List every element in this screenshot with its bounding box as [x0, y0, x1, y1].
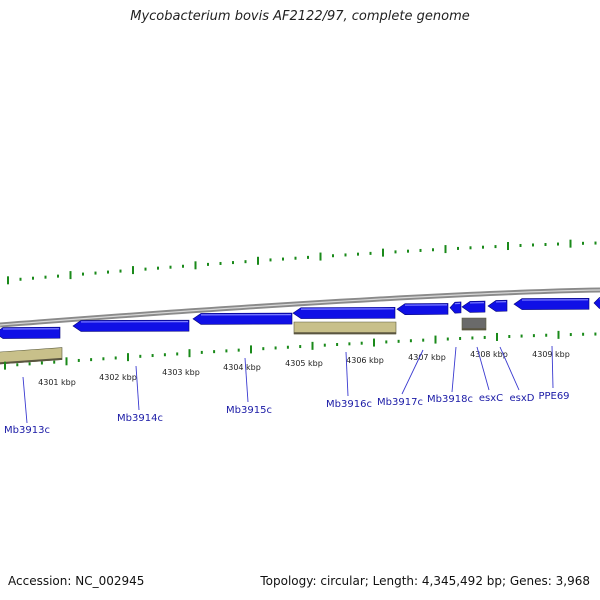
backbone-line	[0, 287, 600, 328]
other-feature-bar	[461, 317, 487, 331]
gene-arrow-Mb3916c	[292, 307, 396, 319]
genome-backbone	[0, 287, 600, 328]
gene-label-Mb3916c: Mb3916c	[326, 399, 372, 410]
gene-label-connector	[401, 349, 424, 395]
gene-labels: Mb3913c Mb3914c Mb3915c Mb3916c Mb3917c Mb391…	[4, 345, 570, 436]
gene-label-Mb3914c: Mb3914c	[117, 413, 163, 424]
gene-label-connector	[345, 351, 349, 397]
gene-arrow-Mb3913c	[0, 326, 61, 339]
gene-arrow-Mb3918c	[449, 301, 462, 314]
gene-arrow-Mb3916c-body	[292, 307, 396, 319]
gene-label-Mb3913c: Mb3913c	[4, 425, 50, 436]
gene-arrow-Mb3913c-body	[0, 326, 61, 339]
gene-arrow-esxC	[461, 300, 486, 313]
tick-label: 4303 kbp	[162, 368, 200, 377]
gene-arrow-esxD-body	[487, 299, 508, 312]
product-bar-1	[0, 347, 63, 365]
gene-arrow-Mb3914c	[72, 319, 190, 332]
gene-arrow-PPE69	[513, 297, 590, 310]
gene-arrow-Mb3915c-body	[192, 312, 293, 325]
gene-arrow-Mb3918c-body	[449, 301, 462, 314]
gene-label-connector	[22, 376, 28, 424]
tick-label: 4306 kbp	[346, 356, 384, 365]
gene-label-Mb3917c: Mb3917c	[377, 397, 423, 408]
map-title: Mycobacterium bovis AF2122/97, complete …	[130, 9, 470, 24]
gene-arrow-esxD	[487, 299, 508, 312]
tick-label: 4304 kbp	[223, 363, 261, 372]
gene-arrow-PPE69-body	[513, 297, 590, 310]
gene-label-connector	[499, 346, 520, 391]
gene-arrow-partial	[593, 297, 600, 309]
gene-label-Mb3915c: Mb3915c	[226, 405, 272, 416]
tick-label: 4308 kbp	[470, 350, 508, 359]
gene-arrow-partial-body	[593, 297, 600, 309]
gene-label-connector	[551, 345, 554, 389]
tick-label: 4301 kbp	[38, 378, 76, 387]
gene-label-connector	[244, 357, 249, 403]
gene-arrow-Mb3914c-body	[72, 319, 190, 332]
tick-labels: 4301 kbp 4302 kbp 4303 kbp 4304 kbp 4305 kbp…	[38, 350, 570, 387]
product-bar-2	[293, 321, 397, 335]
lower-tick-track	[4, 330, 597, 370]
upper-tick-track	[7, 239, 597, 285]
gene-label-PPE69: PPE69	[538, 391, 569, 402]
gene-label-connector	[476, 346, 490, 391]
tick-label: 4309 kbp	[532, 350, 570, 359]
gene-label-Mb3918c: Mb3918c	[427, 394, 473, 405]
genome-summary-text: Topology: circular; Length: 4,345,492 bp…	[260, 574, 590, 588]
backbone-highlight	[0, 289, 600, 326]
gene-arrow-Mb3917c-body	[396, 303, 449, 315]
gene-label-esxC: esxC	[479, 393, 503, 404]
gene-track	[0, 297, 600, 365]
gene-label-connector	[135, 365, 140, 411]
tick-label: 4305 kbp	[285, 359, 323, 368]
accession-text: Accession: NC_002945	[8, 574, 145, 588]
gene-arrow-Mb3915c	[192, 312, 293, 325]
gene-label-esxD: esxD	[510, 393, 535, 404]
tick-label: 4302 kbp	[99, 373, 137, 382]
gene-arrow-esxC-body	[461, 300, 486, 313]
gene-arrow-Mb3917c	[396, 303, 449, 315]
gene-label-connector	[451, 346, 457, 393]
product-bar-1-shadow	[0, 357, 63, 365]
tick-label: 4307 kbp	[408, 353, 446, 362]
